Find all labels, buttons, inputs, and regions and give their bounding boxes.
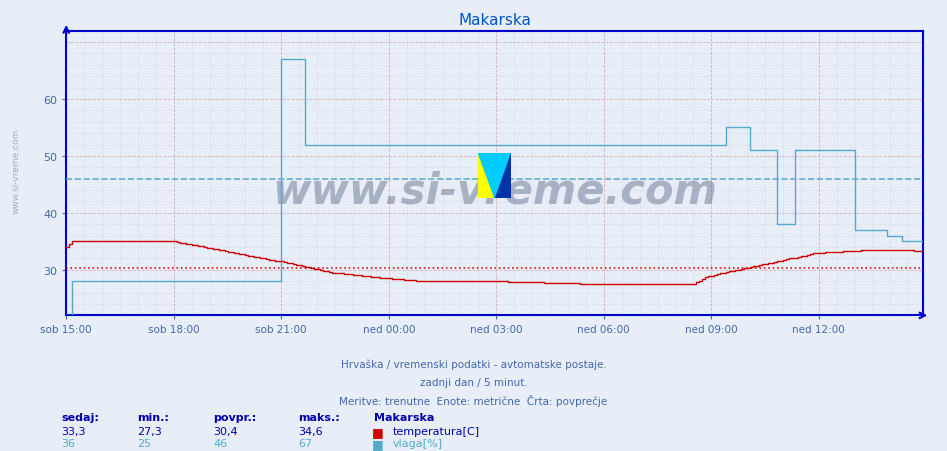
Polygon shape bbox=[478, 153, 495, 198]
Text: ■: ■ bbox=[372, 425, 384, 438]
Text: 36: 36 bbox=[62, 438, 76, 448]
Text: 25: 25 bbox=[137, 438, 152, 448]
Text: 46: 46 bbox=[213, 438, 227, 448]
Polygon shape bbox=[478, 153, 511, 198]
Text: povpr.:: povpr.: bbox=[213, 412, 257, 422]
Text: 67: 67 bbox=[298, 438, 313, 448]
Text: ■: ■ bbox=[372, 437, 384, 451]
Text: Makarska: Makarska bbox=[374, 412, 435, 422]
Text: temperatura[C]: temperatura[C] bbox=[393, 426, 480, 436]
Text: Meritve: trenutne  Enote: metrične  Črta: povprečje: Meritve: trenutne Enote: metrične Črta: … bbox=[339, 394, 608, 405]
Text: min.:: min.: bbox=[137, 412, 170, 422]
Text: vlaga[%]: vlaga[%] bbox=[393, 438, 443, 448]
Text: 27,3: 27,3 bbox=[137, 426, 162, 436]
Text: 33,3: 33,3 bbox=[62, 426, 86, 436]
Polygon shape bbox=[495, 153, 511, 198]
Text: 30,4: 30,4 bbox=[213, 426, 238, 436]
Text: 34,6: 34,6 bbox=[298, 426, 323, 436]
Text: maks.:: maks.: bbox=[298, 412, 340, 422]
Text: www.si-vreme.com: www.si-vreme.com bbox=[11, 129, 21, 214]
Text: sedaj:: sedaj: bbox=[62, 412, 99, 422]
Text: www.si-vreme.com: www.si-vreme.com bbox=[273, 170, 717, 212]
Text: Hrvaška / vremenski podatki - avtomatske postaje.: Hrvaška / vremenski podatki - avtomatske… bbox=[341, 359, 606, 369]
Text: zadnji dan / 5 minut.: zadnji dan / 5 minut. bbox=[420, 377, 527, 387]
Title: Makarska: Makarska bbox=[458, 13, 531, 28]
